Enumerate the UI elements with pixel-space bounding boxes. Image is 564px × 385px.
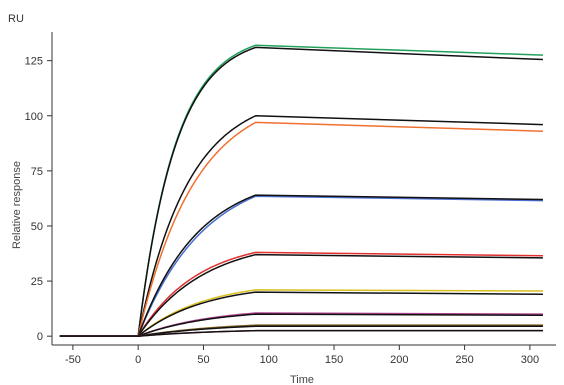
series-line	[59, 329, 543, 337]
series-line	[59, 115, 543, 337]
x-tick-label: -50	[65, 354, 81, 366]
y-tick-label: 0	[37, 331, 43, 343]
series-line	[59, 329, 543, 337]
series-line	[59, 253, 543, 337]
y-tick-label: 100	[25, 111, 43, 123]
series-line	[59, 251, 543, 337]
axis-ticks: -50 0 50 100 150 200 250 300 0 25 50 75 100 125	[25, 56, 539, 366]
series-line	[59, 291, 543, 337]
y-tick-label: 50	[31, 221, 43, 233]
x-tick-label: 300	[521, 354, 539, 366]
series-line	[59, 195, 543, 337]
y-tick-label: 125	[25, 56, 43, 68]
x-tick-label: 50	[197, 354, 209, 366]
y-tick-label: 75	[31, 166, 43, 178]
y-tick-label: 25	[31, 276, 43, 288]
x-axis-label: Time	[290, 374, 314, 385]
y-axis-label: Relative response	[11, 161, 23, 249]
x-tick-label: 0	[135, 354, 141, 366]
series-line	[59, 46, 543, 337]
series-group	[59, 44, 543, 337]
series-line	[59, 313, 543, 337]
series-line	[59, 325, 543, 337]
x-tick-label: 200	[390, 354, 408, 366]
series-line	[59, 194, 543, 337]
y-unit-label: RU	[8, 13, 24, 25]
x-tick-label: 150	[325, 354, 343, 366]
x-tick-label: 100	[260, 354, 278, 366]
series-line	[59, 121, 543, 337]
x-tick-label: 250	[455, 354, 473, 366]
